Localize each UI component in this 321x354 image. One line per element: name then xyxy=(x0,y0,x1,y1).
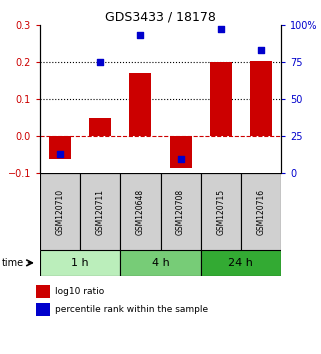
Text: GSM120715: GSM120715 xyxy=(216,188,225,235)
Bar xyxy=(120,250,201,276)
Bar xyxy=(40,250,120,276)
Bar xyxy=(129,73,152,136)
Bar xyxy=(89,119,111,136)
Point xyxy=(258,47,263,53)
Bar xyxy=(160,173,201,250)
Text: GSM120711: GSM120711 xyxy=(96,189,105,234)
Point xyxy=(218,27,223,32)
Title: GDS3433 / 18178: GDS3433 / 18178 xyxy=(105,11,216,24)
Point xyxy=(178,156,183,161)
Text: 1 h: 1 h xyxy=(72,258,89,268)
Text: GSM120710: GSM120710 xyxy=(56,188,65,235)
Text: 4 h: 4 h xyxy=(152,258,169,268)
Bar xyxy=(36,303,50,316)
Text: GSM120716: GSM120716 xyxy=(256,188,265,235)
Bar xyxy=(40,173,80,250)
Bar xyxy=(169,136,192,168)
Text: time: time xyxy=(2,258,24,268)
Bar xyxy=(49,136,71,159)
Bar xyxy=(36,285,50,298)
Bar xyxy=(241,173,281,250)
Bar xyxy=(201,250,281,276)
Bar xyxy=(201,173,241,250)
Point xyxy=(138,32,143,38)
Bar xyxy=(80,173,120,250)
Text: 24 h: 24 h xyxy=(228,258,253,268)
Text: GSM120648: GSM120648 xyxy=(136,188,145,235)
Point xyxy=(58,151,63,157)
Bar xyxy=(210,62,232,136)
Text: percentile rank within the sample: percentile rank within the sample xyxy=(55,305,208,314)
Bar xyxy=(250,61,272,136)
Point xyxy=(98,59,103,65)
Text: log10 ratio: log10 ratio xyxy=(55,287,105,296)
Text: GSM120708: GSM120708 xyxy=(176,188,185,235)
Bar xyxy=(120,173,160,250)
